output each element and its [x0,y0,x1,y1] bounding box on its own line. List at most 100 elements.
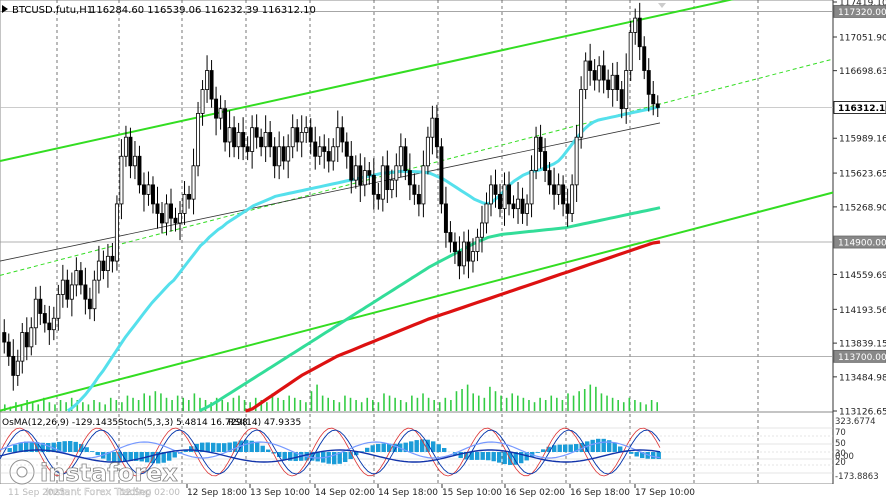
candle-body [458,252,461,266]
candle-body [354,166,357,180]
candle-body [111,256,114,261]
candle-body [498,194,501,208]
osma-bar [492,452,496,461]
candle-body [282,147,285,161]
candle-body [88,299,91,309]
candle-body [255,128,258,138]
candle-body [345,142,348,156]
brand-tagline: Instant Forex Trading [46,487,151,498]
osma-bar [217,443,221,452]
ohlc-values: 116284.60 116539.06 116232.39 116312.10 [90,5,316,16]
candle-body [115,204,118,261]
candle-body [634,18,637,32]
price-tick-label: 117051.90 [839,33,886,43]
candle-body [480,223,483,237]
indicator-axis-label: 20 [835,458,846,468]
candle-body [512,204,515,209]
candle-body [548,171,551,185]
candle-body [453,242,456,252]
osma-bar [382,443,386,452]
candle-body [341,128,344,142]
candle-body [404,147,407,171]
candle-body [521,199,524,213]
candle-body [507,185,510,204]
candle-body [390,180,393,190]
osma-bar [343,452,347,462]
osma-bar [602,439,606,452]
candle-body [359,166,362,185]
candle-body [503,185,506,209]
candle-body [84,285,87,299]
candle-body [386,166,389,190]
candle-body [656,104,659,108]
candle-body [70,285,73,299]
candle-body [30,328,33,347]
osma-bar [255,443,259,452]
candle-body [174,218,177,223]
candle-body [25,333,28,347]
osma-bar [173,452,177,458]
candle-body [43,313,46,323]
osma-bar [629,452,633,454]
indicator-axis-label: 50 [835,439,846,449]
candle-body [75,271,78,285]
candle-body [314,142,317,156]
indicator-header: OsMA(12,26,9) -129.1435 Stoch(5,3,3) 5.4… [2,418,301,428]
candle-body [124,137,127,156]
candle-body [305,128,308,133]
candle-body [422,166,425,204]
osma-bar [481,452,485,460]
main-pane[interactable] [0,0,833,412]
candle-body [476,237,479,251]
candle-body [584,61,587,90]
candle-body [566,204,569,214]
indicator-axis-label: 323.6774 [835,417,876,427]
osma-bar [74,442,78,452]
candle-body [638,18,641,47]
candle-body [106,256,109,270]
candle-body [242,132,245,146]
osma-bar [85,447,89,452]
osma-label: OsMA(12,26,9) -129.1435 [2,418,118,428]
osma-bar [13,445,17,452]
osma-bar [558,445,562,452]
osma-bar [96,452,100,455]
osma-bar [206,442,210,452]
candle-body [97,261,100,280]
candle-body [426,137,429,166]
price-tick-label: 113839.15 [839,340,886,350]
osma-bar [68,441,72,452]
candle-body [178,213,181,223]
candle-body [318,147,321,157]
candle-body [12,356,15,375]
osma-bar [442,448,446,452]
osma-bar [503,452,507,464]
candle-body [165,204,168,223]
candle-body [296,128,299,142]
candle-body [287,147,290,161]
candle-body [494,185,497,195]
candle-body [629,32,632,70]
candle-body [21,333,24,362]
candle-body [413,185,416,195]
level-label: 114900.00 [838,239,886,249]
candle-body [138,156,141,185]
candle-body [553,185,556,195]
candle-body [571,185,574,214]
osma-bar [635,452,639,456]
osma-bar [497,452,501,463]
osma-bar [569,445,573,452]
candle-body [539,137,542,151]
osma-bar [470,452,474,460]
osma-bar [266,450,270,452]
candle-body [589,61,592,71]
candle-body [530,171,533,204]
candle-body [327,152,330,162]
candle-body [399,147,402,166]
price-tick-label: 115623.65 [839,170,886,180]
level-label: 117320.00 [838,8,886,18]
candle-body [224,109,227,142]
candle-body [607,80,610,90]
time-label: 12 Sep 18:00 [187,488,247,498]
